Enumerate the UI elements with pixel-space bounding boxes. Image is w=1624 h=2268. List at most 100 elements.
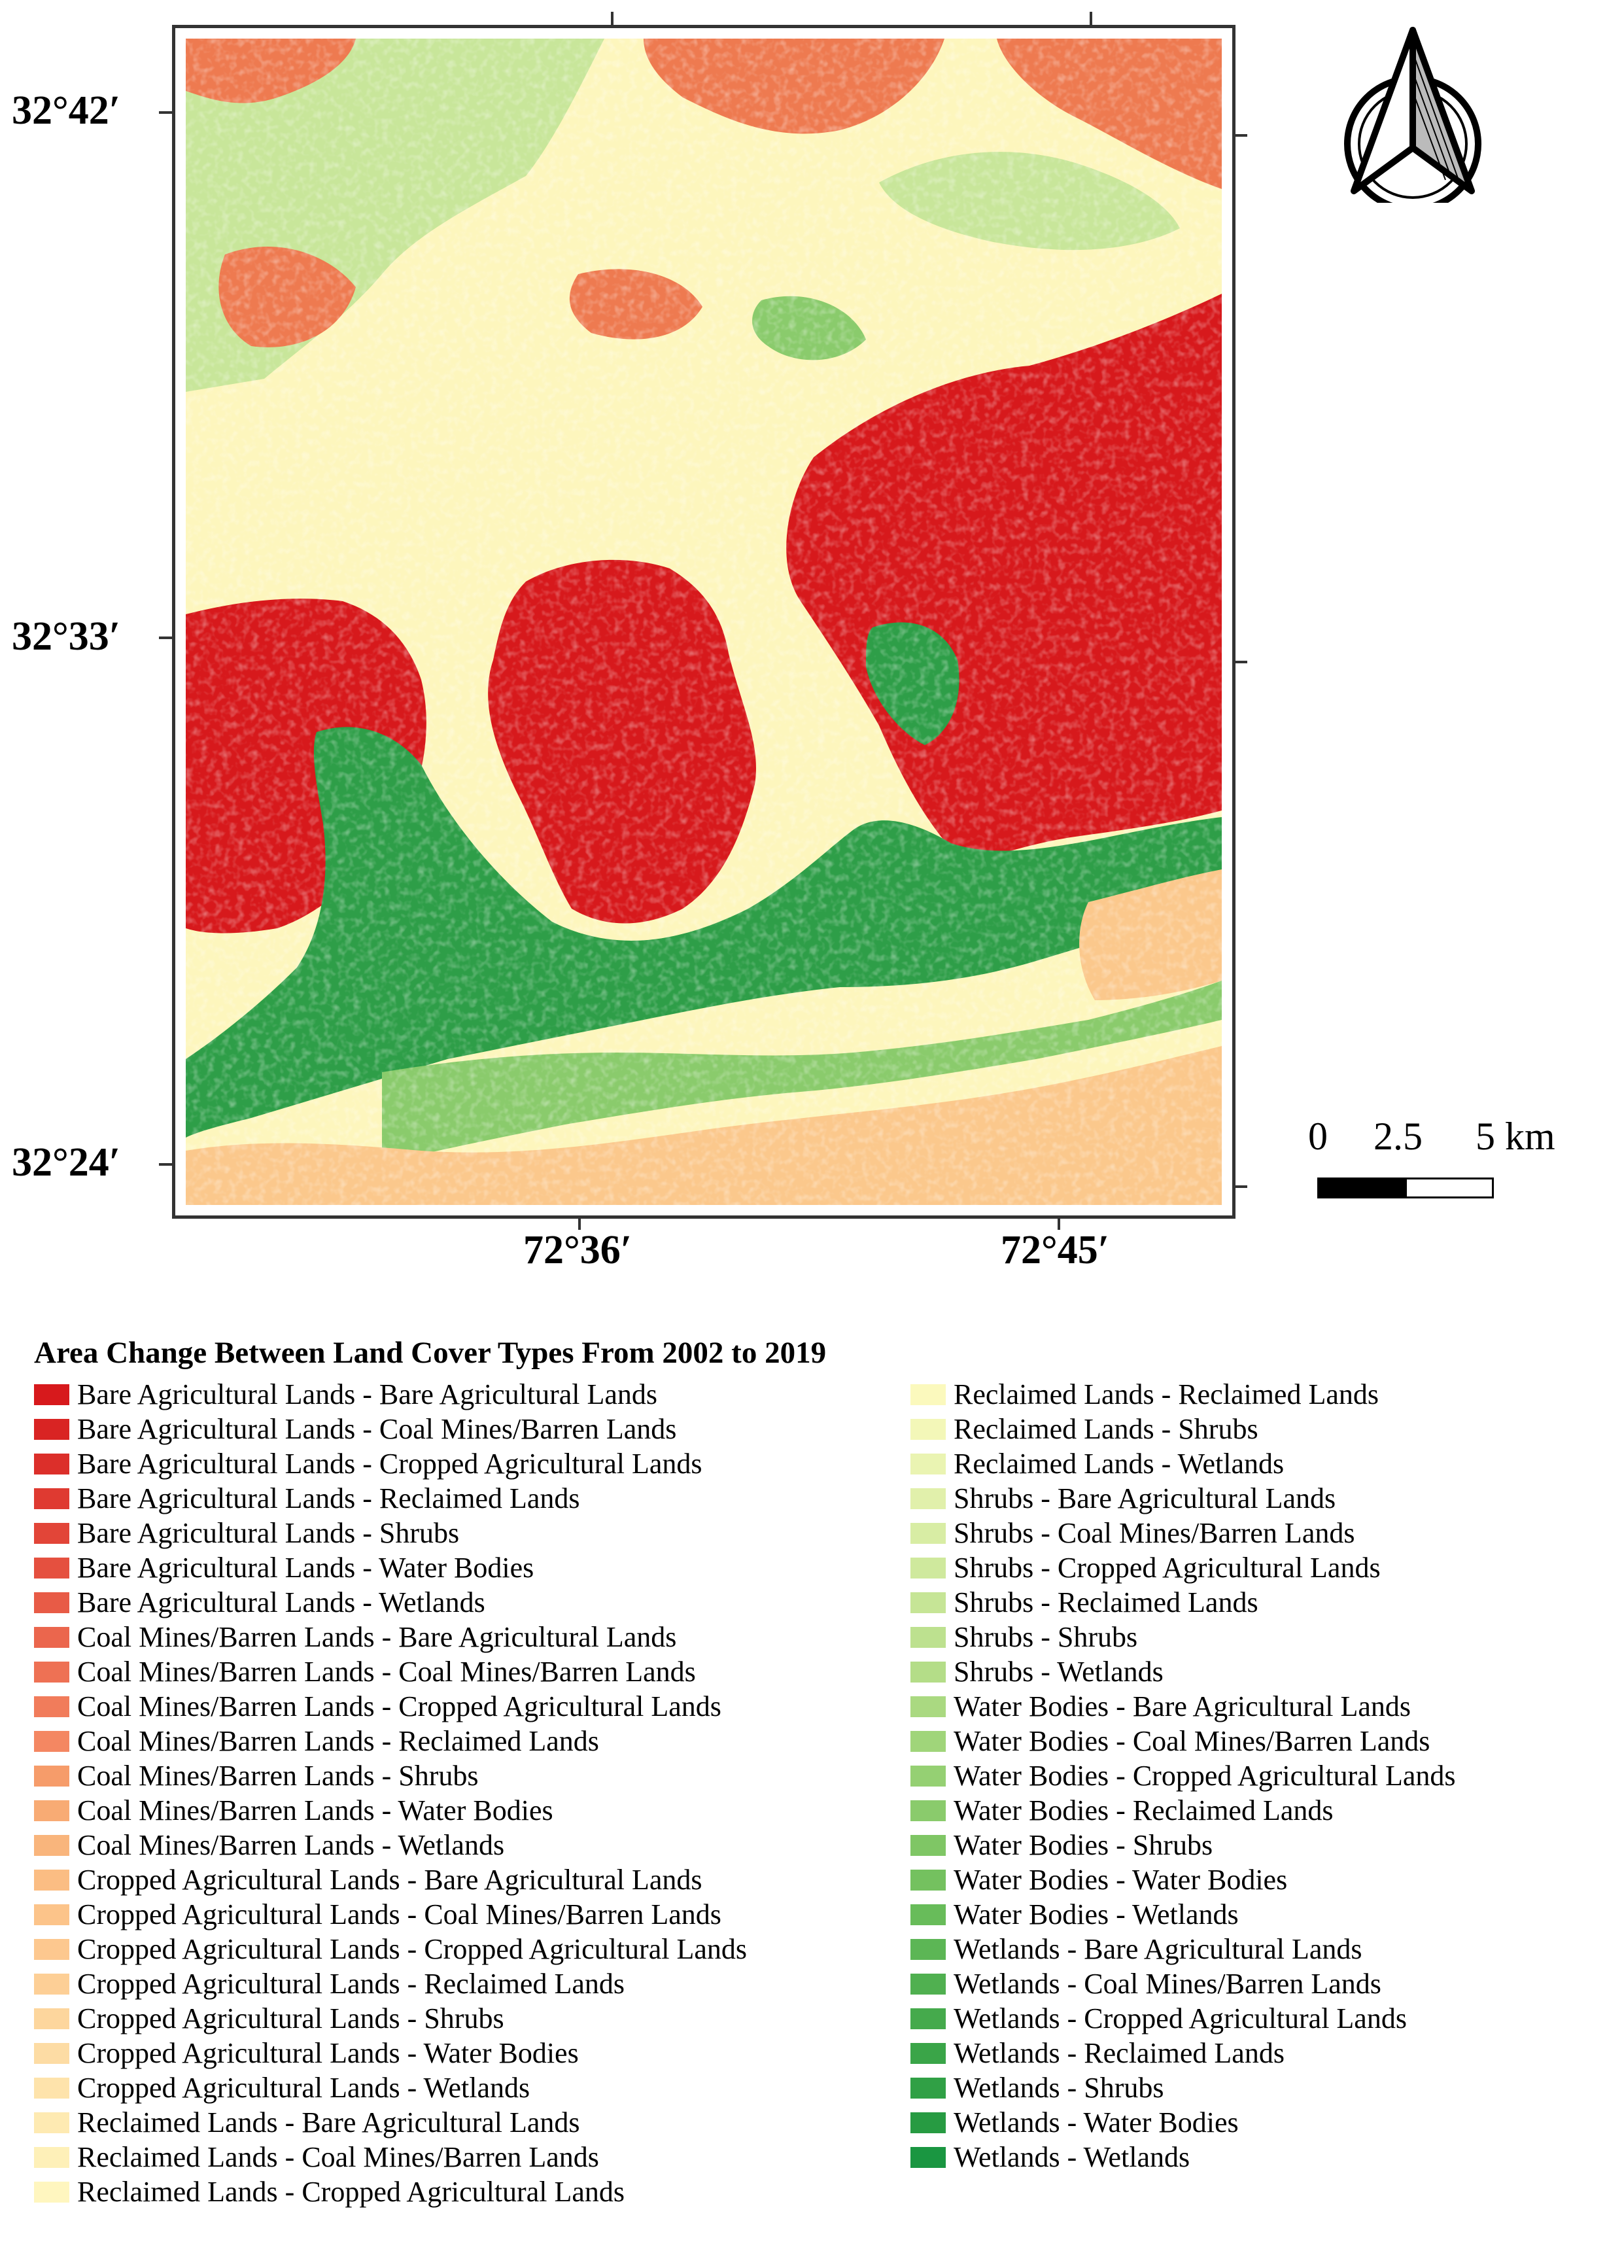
legend-label: Bare Agricultural Lands - Water Bodies: [77, 1551, 534, 1584]
legend-swatch: [34, 1834, 69, 1856]
legend-swatch: [34, 1488, 69, 1509]
legend-item: Coal Mines/Barren Lands - Cropped Agricu…: [34, 1689, 747, 1724]
legend-label: Coal Mines/Barren Lands - Water Bodies: [77, 1794, 553, 1826]
legend-swatch: [34, 1453, 69, 1474]
legend-label: Water Bodies - Coal Mines/Barren Lands: [954, 1724, 1430, 1757]
scale-label-0: 0: [1308, 1115, 1328, 1158]
legend-title: Area Change Between Land Cover Types Fro…: [34, 1336, 827, 1370]
legend-label: Cropped Agricultural Lands - Water Bodie…: [77, 2036, 579, 2069]
legend-label: Shrubs - Coal Mines/Barren Lands: [954, 1516, 1355, 1549]
legend-item: Shrubs - Cropped Agricultural Lands: [910, 1550, 1456, 1585]
scale-bar-black-segment: [1317, 1178, 1409, 1198]
scale-label-5km: 5 km: [1476, 1115, 1555, 1158]
legend-swatch: [34, 2181, 69, 2203]
legend-item: Coal Mines/Barren Lands - Coal Mines/Bar…: [34, 1654, 747, 1689]
legend-swatch: [34, 1557, 69, 1579]
legend-swatch: [34, 1626, 69, 1648]
legend-swatch: [910, 2042, 946, 2064]
legend-item: Reclaimed Lands - Cropped Agricultural L…: [34, 2174, 747, 2209]
bottom-tick-right: [1058, 1215, 1060, 1230]
legend-label: Wetlands - Reclaimed Lands: [954, 2036, 1285, 2069]
legend-item: Shrubs - Wetlands: [910, 1654, 1456, 1689]
legend-swatch: [34, 2008, 69, 2029]
legend-item: Cropped Agricultural Lands - Cropped Agr…: [34, 1932, 747, 1966]
legend-swatch: [910, 2146, 946, 2168]
lat-label-bottom: 32°24′: [12, 1140, 121, 1185]
legend-swatch: [910, 1973, 946, 1995]
legend-item: Cropped Agricultural Lands - Wetlands: [34, 2070, 747, 2105]
legend-item: Bare Agricultural Lands - Shrubs: [34, 1516, 747, 1550]
legend-label: Bare Agricultural Lands - Shrubs: [77, 1516, 460, 1549]
legend-swatch: [34, 2112, 69, 2133]
legend-item: Reclaimed Lands - Coal Mines/Barren Land…: [34, 2140, 747, 2174]
legend-swatch: [910, 2008, 946, 2029]
legend-swatch: [34, 2042, 69, 2064]
legend-swatch: [910, 1661, 946, 1683]
legend-label: Bare Agricultural Lands - Reclaimed Land…: [77, 1482, 580, 1514]
legend-label: Water Bodies - Cropped Agricultural Land…: [954, 1759, 1456, 1792]
legend-swatch: [34, 1696, 69, 1717]
lon-label-right: 72°45′: [1001, 1228, 1110, 1272]
legend-item: Coal Mines/Barren Lands - Shrubs: [34, 1758, 747, 1793]
legend-swatch: [910, 1834, 946, 1856]
legend-swatch: [34, 1869, 69, 1891]
legend-label: Wetlands - Bare Agricultural Lands: [954, 1932, 1362, 1965]
legend-item: Wetlands - Wetlands: [910, 2140, 1456, 2174]
legend-label: Cropped Agricultural Lands - Shrubs: [77, 2002, 504, 2034]
lon-label-left: 72°36′: [523, 1228, 632, 1272]
legend-swatch: [34, 1661, 69, 1683]
legend-item: Bare Agricultural Lands - Wetlands: [34, 1585, 747, 1620]
legend-label: Bare Agricultural Lands - Wetlands: [77, 1586, 485, 1618]
legend-label: Reclaimed Lands - Wetlands: [954, 1447, 1285, 1480]
legend-label: Wetlands - Coal Mines/Barren Lands: [954, 1967, 1381, 2000]
legend-item: Cropped Agricultural Lands - Reclaimed L…: [34, 1966, 747, 2001]
legend-item: Cropped Agricultural Lands - Shrubs: [34, 2001, 747, 2036]
legend-swatch: [910, 2112, 946, 2133]
legend-item: Reclaimed Lands - Wetlands: [910, 1446, 1456, 1481]
legend-label: Coal Mines/Barren Lands - Cropped Agricu…: [77, 1690, 721, 1722]
legend-swatch: [34, 1938, 69, 1960]
legend-label: Shrubs - Shrubs: [954, 1620, 1138, 1653]
legend-label: Wetlands - Water Bodies: [954, 2106, 1239, 2138]
legend-label: Water Bodies - Shrubs: [954, 1828, 1213, 1861]
legend-item: Coal Mines/Barren Lands - Bare Agricultu…: [34, 1620, 747, 1654]
legend-swatch: [910, 1488, 946, 1509]
legend-item: Bare Agricultural Lands - Cropped Agricu…: [34, 1446, 747, 1481]
legend-swatch: [34, 2077, 69, 2099]
legend-item: Water Bodies - Bare Agricultural Lands: [910, 1689, 1456, 1724]
legend-label: Wetlands - Wetlands: [954, 2140, 1190, 2173]
legend-swatch: [34, 1904, 69, 1925]
legend-swatch: [34, 1973, 69, 1995]
legend-label: Reclaimed Lands - Cropped Agricultural L…: [77, 2175, 625, 2208]
legend-swatch: [910, 1626, 946, 1648]
legend-item: Shrubs - Shrubs: [910, 1620, 1456, 1654]
legend-label: Shrubs - Bare Agricultural Lands: [954, 1482, 1336, 1514]
legend-item: Wetlands - Reclaimed Lands: [910, 2036, 1456, 2070]
legend-swatch: [34, 2146, 69, 2168]
legend-swatch: [910, 1730, 946, 1752]
scale-bar-white-segment: [1405, 1178, 1494, 1198]
legend-label: Water Bodies - Wetlands: [954, 1898, 1239, 1930]
legend-swatch: [910, 1384, 946, 1405]
left-tick-bottom: [159, 1163, 173, 1166]
legend-label: Cropped Agricultural Lands - Coal Mines/…: [77, 1898, 721, 1930]
legend-item: Shrubs - Bare Agricultural Lands: [910, 1481, 1456, 1516]
legend-item: Coal Mines/Barren Lands - Reclaimed Land…: [34, 1724, 747, 1758]
legend-swatch: [34, 1522, 69, 1544]
legend-swatch: [910, 1938, 946, 1960]
legend-swatch: [34, 1418, 69, 1440]
legend-swatch: [910, 1765, 946, 1787]
legend-swatch: [910, 1592, 946, 1613]
legend-label: Cropped Agricultural Lands - Wetlands: [77, 2071, 530, 2104]
legend-label: Coal Mines/Barren Lands - Reclaimed Land…: [77, 1724, 599, 1757]
legend-swatch: [34, 1800, 69, 1821]
legend-item: Water Bodies - Cropped Agricultural Land…: [910, 1758, 1456, 1793]
legend-item: Wetlands - Bare Agricultural Lands: [910, 1932, 1456, 1966]
legend-label: Coal Mines/Barren Lands - Coal Mines/Bar…: [77, 1655, 696, 1688]
legend-item: Wetlands - Water Bodies: [910, 2105, 1456, 2140]
legend-swatch: [910, 1869, 946, 1891]
legend-item: Reclaimed Lands - Shrubs: [910, 1412, 1456, 1446]
legend-label: Reclaimed Lands - Coal Mines/Barren Land…: [77, 2140, 599, 2173]
legend-item: Cropped Agricultural Lands - Water Bodie…: [34, 2036, 747, 2070]
legend-column-right: Reclaimed Lands - Reclaimed Lands Reclaim…: [910, 1377, 1456, 2174]
